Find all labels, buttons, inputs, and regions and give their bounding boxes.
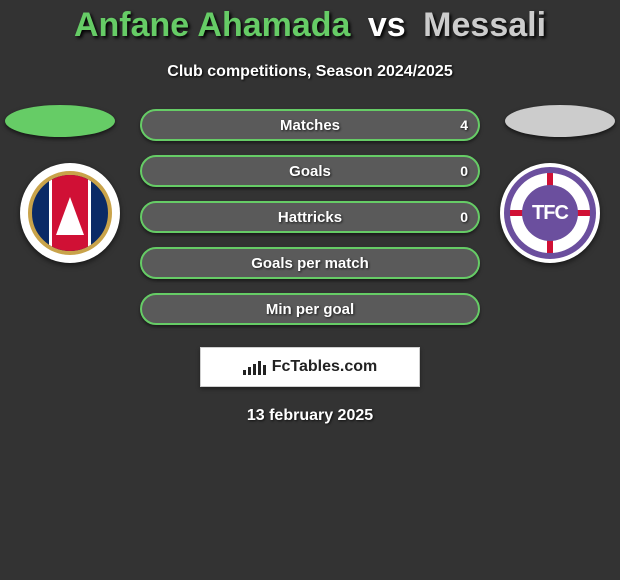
page-title: Anfane Ahamada vs Messali (0, 0, 620, 45)
brand-text: FcTables.com (272, 358, 378, 376)
stat-rows: Matches 4 Goals 0 Hattricks 0 Goals per … (140, 109, 480, 325)
stat-p2-value: 0 (460, 163, 468, 179)
comparison-area: TFC Matches 4 Goals 0 Hattricks 0 Goals … (0, 109, 620, 425)
stat-p2-value: 4 (460, 117, 468, 133)
badge-circle (20, 163, 120, 263)
stat-label: Matches (280, 117, 340, 134)
brand-box[interactable]: FcTables.com (200, 347, 420, 387)
stat-row-min-per-goal: Min per goal (140, 293, 480, 325)
player2-club-badge: TFC (500, 163, 600, 263)
stat-row-hattricks: Hattricks 0 (140, 201, 480, 233)
tfc-badge-icon: TFC (504, 167, 596, 259)
player2-name: Messali (423, 6, 546, 44)
stat-label: Min per goal (266, 301, 354, 318)
psg-badge-icon (28, 171, 112, 255)
player1-oval (5, 105, 115, 137)
stat-row-goals: Goals 0 (140, 155, 480, 187)
vs-label: vs (368, 6, 406, 44)
player1-name: Anfane Ahamada (74, 6, 350, 44)
stat-row-goals-per-match: Goals per match (140, 247, 480, 279)
date-line: 13 february 2025 (0, 407, 620, 425)
subtitle: Club competitions, Season 2024/2025 (0, 63, 620, 81)
stat-label: Goals (289, 163, 331, 180)
player1-club-badge (20, 163, 120, 263)
stat-label: Hattricks (278, 209, 342, 226)
badge-circle: TFC (500, 163, 600, 263)
tfc-badge-label: TFC (522, 185, 578, 241)
player2-oval (505, 105, 615, 137)
brand-bars-icon (243, 359, 266, 375)
stat-row-matches: Matches 4 (140, 109, 480, 141)
stat-label: Goals per match (251, 255, 369, 272)
stat-p2-value: 0 (460, 209, 468, 225)
